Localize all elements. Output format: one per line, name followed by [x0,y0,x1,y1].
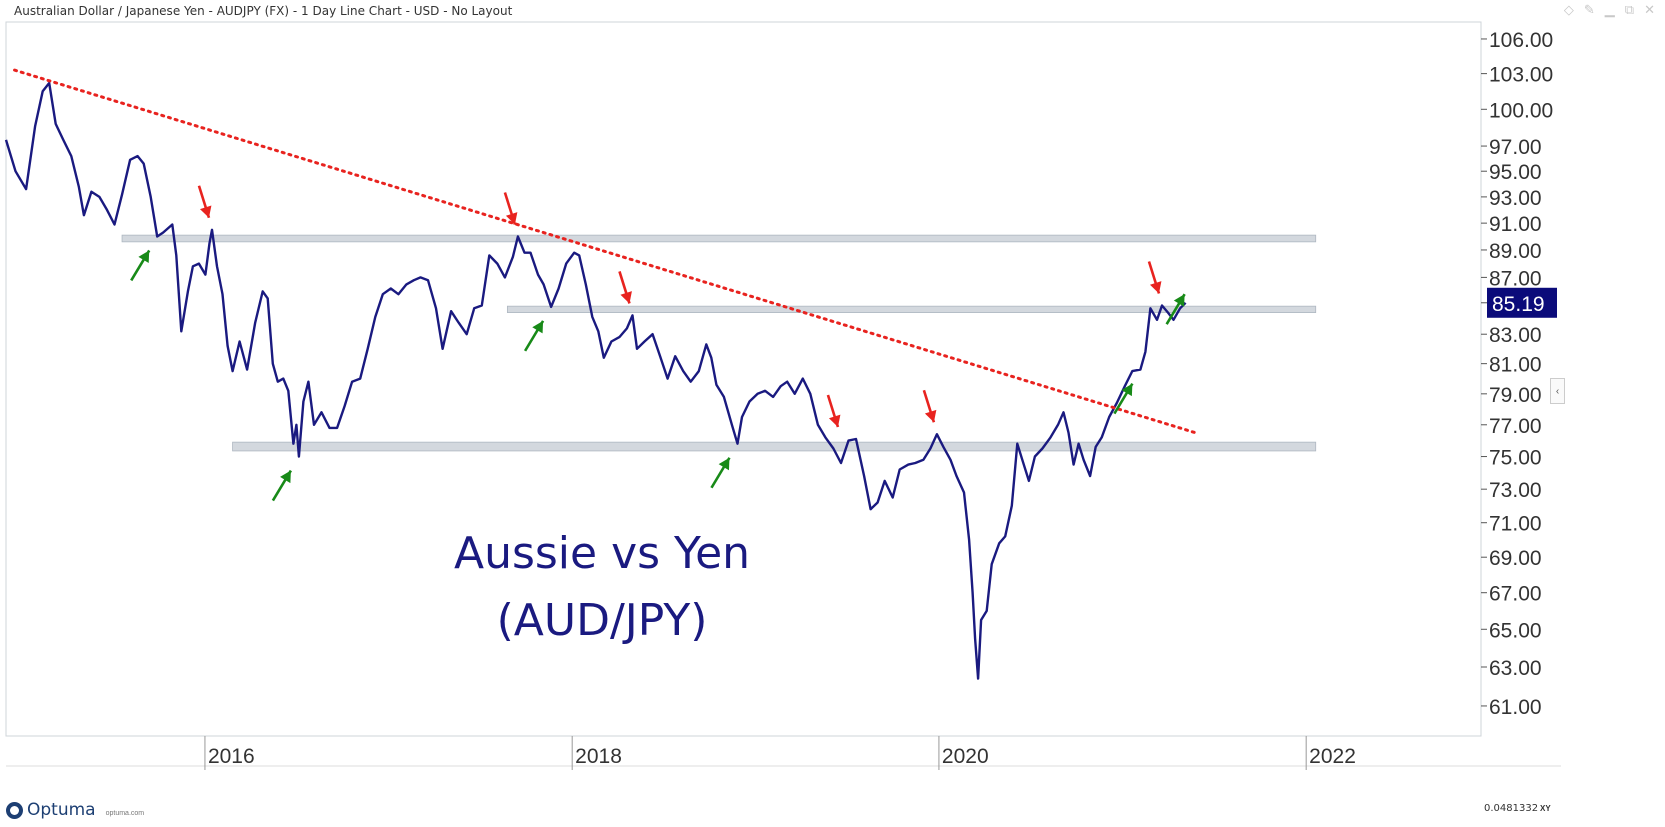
y-axis-tick-label: 87.00 [1489,267,1542,290]
up-arrow-icon [710,457,731,489]
y-axis-tick-label: 69.00 [1489,547,1542,570]
down-arrow-icon [618,271,632,304]
arrow-head [718,457,730,471]
downtrend-line [13,68,1197,435]
arrow-head [505,212,518,225]
y-axis-tick-label: 100.00 [1489,99,1553,122]
pin-icon[interactable]: ✎ [1583,2,1595,17]
y-axis-tick-label: 89.00 [1489,240,1542,263]
chart-title-line-2: (AUD/JPY) [497,595,708,646]
y-axis-tick-label: 71.00 [1489,513,1542,536]
y-axis-tick-label: 106.00 [1489,29,1553,52]
chart-header: Australian Dollar / Japanese Yen - AUDJP… [0,0,1665,22]
brand-name: Optuma [27,800,96,820]
y-axis-tick-label: 75.00 [1489,447,1542,470]
horizontal-zone [506,305,1317,313]
y-axis-tick-label: 93.00 [1489,187,1542,210]
cursor-readout: 0.0481332 [1484,803,1539,814]
up-arrow-icon [271,469,293,502]
arrow-head [1149,281,1162,294]
chart-window-title: Australian Dollar / Japanese Yen - AUDJP… [14,4,513,18]
down-arrow-icon [1147,261,1162,294]
y-axis-tick-label: 73.00 [1489,479,1542,502]
brand-url: optuma.com [105,809,145,817]
up-arrow-icon [1113,382,1134,415]
arrow-head [532,320,544,334]
xy-toggle-button[interactable]: XY [1540,804,1551,813]
y-axis-tick-label: 79.00 [1489,384,1542,407]
arrow-head [280,470,291,484]
arrow-head [199,205,212,218]
x-axis-tick-label: 2020 [942,745,989,768]
y-axis-tick-label: 67.00 [1489,583,1542,606]
y-axis-tick-label: 81.00 [1489,354,1542,377]
up-arrow-icon [130,249,151,282]
arrow-head [1121,383,1133,397]
down-arrow-icon [197,185,212,219]
diamond-icon[interactable]: ◇ [1563,2,1574,17]
up-arrow-icon [1165,293,1186,325]
arrow-head [138,250,150,263]
x-axis-tick-label: 2022 [1309,745,1356,768]
down-arrow-icon [922,389,937,423]
optuma-logo: Optuma optuma.com [6,800,144,820]
x-axis-tick-label: 2018 [575,745,622,768]
window-controls: ◇ ✎ ▁ ⧉ ✕ [1564,2,1655,18]
x-axis-tick-label: 2016 [208,745,255,768]
y-axis-tick-label: 77.00 [1489,415,1542,438]
y-axis-tick-label: 95.00 [1489,161,1542,184]
y-axis-tick-label: 83.00 [1489,324,1542,347]
y-axis-tick-label: 65.00 [1489,619,1542,642]
last-price-label: 85.19 [1492,293,1545,316]
minimize-icon[interactable]: ▁ [1604,2,1615,17]
y-axis-tick-label: 103.00 [1489,64,1553,87]
arrow-head [924,409,937,423]
y-axis-tick-label: 61.00 [1489,696,1542,719]
horizontal-zone [232,441,1317,452]
restore-icon[interactable]: ⧉ [1624,2,1635,17]
y-axis-tick-label: 97.00 [1489,136,1542,159]
y-axis-tick-label: 91.00 [1489,213,1542,236]
last-price-tag [1487,287,1557,318]
down-arrow-icon [826,394,841,428]
up-arrow-icon [523,320,545,352]
horizontal-zone [121,234,1317,243]
arrow-head [1173,294,1185,307]
arrow-head [828,414,841,427]
price-series-line [4,81,1187,680]
optuma-logo-icon [6,801,23,819]
down-arrow-icon [503,192,518,225]
arrow-head [620,291,632,304]
chart-title-line-1: Aussie vs Yen [454,528,750,579]
plot-area-frame [5,21,1482,737]
y-axis-tick-label: 63.00 [1489,657,1542,680]
close-icon[interactable]: ✕ [1644,2,1655,17]
side-panel-handle[interactable]: ‹ [1550,378,1565,404]
